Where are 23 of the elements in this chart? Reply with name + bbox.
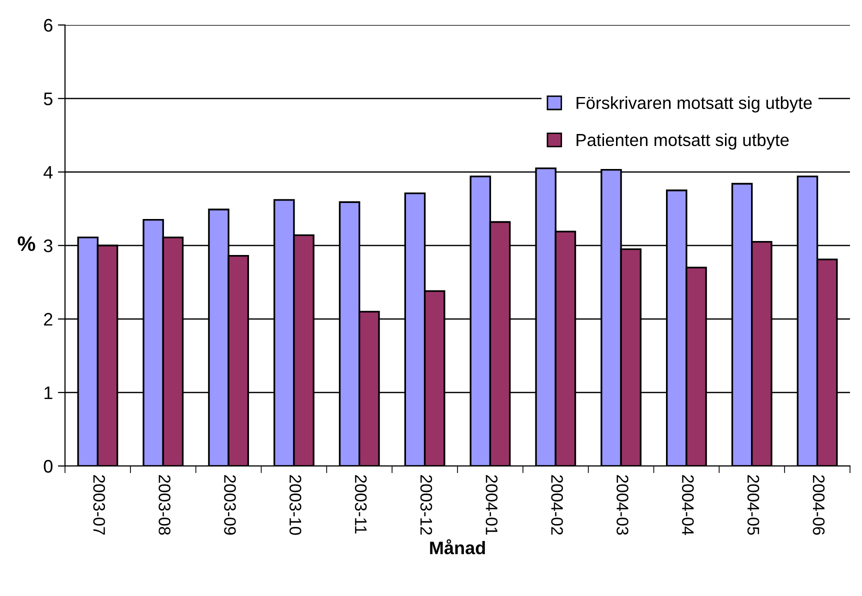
x-tick-label: 2004-05	[747, 475, 760, 535]
y-tick-label: 2	[44, 312, 52, 326]
legend-label: Förskrivaren motsatt sig utbyte	[576, 96, 812, 112]
y-tick-label: 5	[44, 92, 52, 106]
y-axis-title: %	[18, 236, 36, 252]
x-tick-label: 2004-01	[486, 475, 498, 535]
x-tick-label: 2004-02	[551, 475, 563, 535]
x-tick-label: 2003-11	[354, 475, 367, 534]
legend-label: Patienten motsatt sig utbyte	[576, 133, 789, 150]
y-tick-label: 6	[44, 18, 52, 32]
x-axis-title: Månad	[430, 539, 485, 554]
y-tick-label: 3	[44, 239, 52, 252]
y-tick-label: 0	[44, 460, 52, 473]
x-tick-label: 2004-04	[682, 475, 694, 536]
x-tick-label: 2004-06	[812, 475, 825, 535]
y-tick-label: 1	[44, 386, 52, 400]
x-tick-label: 2003-09	[224, 475, 236, 535]
x-tick-label: 2003-07	[93, 475, 106, 535]
x-tick-label: 2004-03	[616, 475, 628, 535]
x-tick-label: 2003-10	[289, 475, 302, 535]
x-tick-label: 2003-08	[158, 475, 170, 535]
x-tick-label: 2003-12	[420, 475, 432, 535]
y-tick-label: 4	[44, 166, 53, 179]
